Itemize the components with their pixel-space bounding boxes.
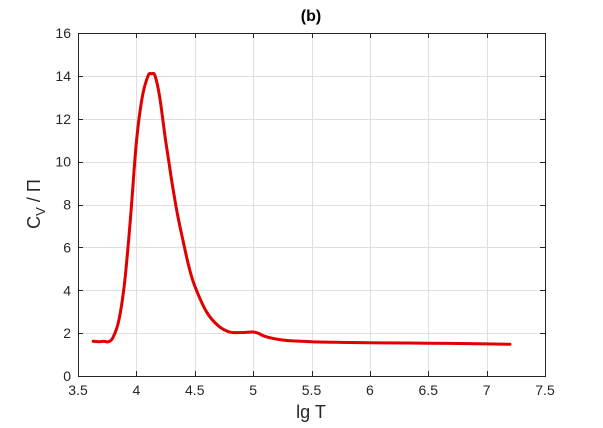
x-axis-label: lg T xyxy=(296,402,326,422)
data-point xyxy=(141,96,144,99)
tick-labels: 3.5 4 4.5 5 5.5 6 6.5 7 7.5 0 2 4 6 8 10 12 14 16 xyxy=(55,25,555,398)
y-tick-label: 2 xyxy=(63,325,71,341)
data-point xyxy=(485,342,488,346)
y-tick-label: 0 xyxy=(63,368,71,384)
data-point xyxy=(240,331,243,334)
x-tick-label: 3.5 xyxy=(68,382,88,398)
data-point xyxy=(251,330,255,334)
y-tick-label: 14 xyxy=(55,68,71,84)
axes xyxy=(78,33,546,377)
data-point xyxy=(123,280,126,283)
y-axis-label-rest: / Π xyxy=(24,179,44,207)
data-point xyxy=(111,336,115,339)
y-tick-label: 6 xyxy=(63,239,71,255)
y-tick-label: 16 xyxy=(55,25,71,41)
data-point xyxy=(187,265,191,268)
x-tick-label: 6 xyxy=(366,382,374,398)
y-tick-label: 8 xyxy=(63,197,71,213)
data-point xyxy=(310,340,313,343)
x-tick-label: 7 xyxy=(483,382,491,398)
data-point xyxy=(146,74,150,78)
data-point xyxy=(181,239,185,243)
y-axis-label-subscript: V xyxy=(33,207,48,216)
data-point xyxy=(216,324,220,327)
data-point xyxy=(91,340,95,343)
data-point xyxy=(176,211,179,215)
data-point xyxy=(150,72,153,75)
data-point xyxy=(170,177,173,180)
data-point xyxy=(427,342,430,345)
series-layer xyxy=(91,71,512,346)
y-tick-label: 4 xyxy=(63,282,71,298)
data-point xyxy=(164,138,167,142)
y-tick-label: 12 xyxy=(55,111,71,127)
x-tick-label: 5.5 xyxy=(302,382,322,398)
data-point xyxy=(117,319,121,322)
x-tick-label: 6.5 xyxy=(419,382,439,398)
x-tick-label: 5 xyxy=(249,382,257,398)
data-point xyxy=(193,284,196,288)
y-axis-label-main: C xyxy=(24,216,44,229)
data-point xyxy=(286,339,290,342)
y-axis-label: CV / Π xyxy=(24,179,48,229)
data-point xyxy=(368,341,372,344)
data-point xyxy=(158,96,161,99)
data-point xyxy=(228,330,231,334)
y-tick-label: 10 xyxy=(55,154,71,170)
data-point xyxy=(263,335,266,338)
data-point xyxy=(135,141,138,144)
data-point xyxy=(97,340,101,343)
data-point xyxy=(102,340,105,343)
data-point xyxy=(339,341,342,344)
data-point xyxy=(153,74,157,78)
grid xyxy=(78,33,546,377)
data-point xyxy=(275,337,278,341)
data-point xyxy=(205,310,208,313)
data-point xyxy=(129,216,132,219)
series-line xyxy=(91,71,512,346)
chart-title: (b) xyxy=(301,8,321,25)
x-tick-label: 7.5 xyxy=(535,382,555,398)
data-point xyxy=(508,343,512,346)
data-point xyxy=(257,332,261,335)
x-tick-label: 4.5 xyxy=(185,382,205,398)
x-tick-label: 4 xyxy=(132,382,140,398)
data-point xyxy=(107,340,110,343)
